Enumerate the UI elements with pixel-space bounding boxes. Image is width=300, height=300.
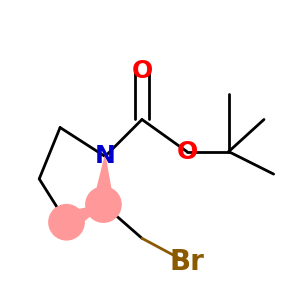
Polygon shape (93, 156, 114, 205)
Circle shape (86, 187, 121, 222)
Text: Br: Br (169, 248, 204, 276)
Text: O: O (131, 59, 153, 83)
Text: N: N (94, 144, 116, 168)
Circle shape (49, 205, 84, 240)
Polygon shape (62, 205, 104, 232)
Text: O: O (176, 140, 198, 164)
